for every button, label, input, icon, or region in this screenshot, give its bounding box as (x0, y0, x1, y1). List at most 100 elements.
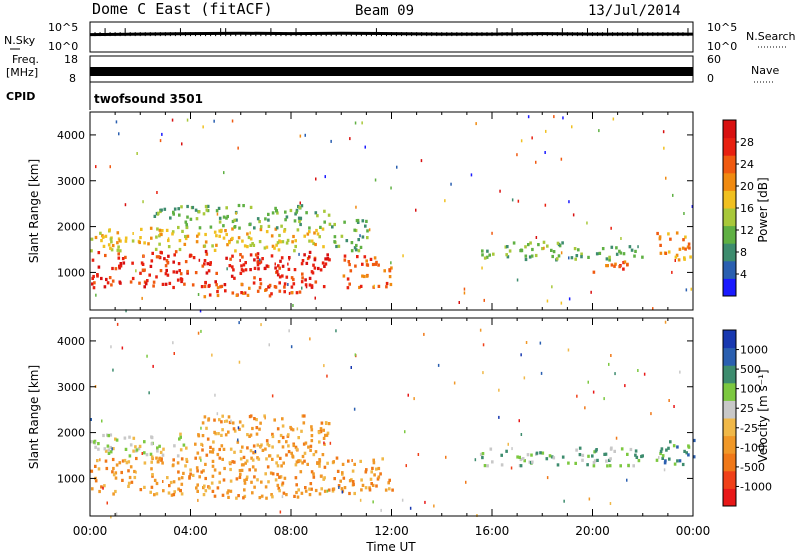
data-cell (267, 285, 270, 289)
colorbar-tick-label: -25 (740, 422, 758, 435)
scatter-cell (200, 329, 202, 333)
scatter-cell (148, 391, 150, 395)
data-cell (150, 435, 153, 439)
data-cell (94, 235, 98, 240)
scatter-cell (482, 371, 484, 375)
data-cell (206, 437, 210, 441)
scatter-cell (691, 205, 694, 208)
data-cell (281, 417, 284, 421)
noise-panel: N.Sky 10^5 10^0 10^5 10^0 N.Search (4, 21, 796, 53)
freq-tick-bottom: 8 (69, 72, 76, 85)
data-cell (363, 255, 367, 259)
data-cell (291, 240, 294, 244)
data-cell (236, 240, 239, 244)
scatter-cell (237, 426, 240, 430)
data-cell (231, 227, 234, 231)
data-cell (186, 204, 189, 209)
data-cell (373, 256, 377, 260)
data-cell (236, 440, 240, 444)
data-cell (221, 457, 224, 461)
data-cell (211, 447, 215, 451)
data-cell (556, 241, 560, 245)
data-cell (557, 254, 561, 258)
data-cell (365, 259, 368, 263)
data-cell (104, 449, 108, 453)
scatter-cell (610, 354, 612, 357)
data-cell (593, 459, 597, 463)
data-cell (222, 478, 226, 482)
scatter-cell (326, 489, 329, 493)
data-cell (280, 224, 283, 228)
data-cell (180, 457, 184, 461)
data-cell (626, 452, 629, 456)
data-cell (107, 434, 110, 438)
data-cell (162, 489, 165, 493)
scatter-cell (200, 458, 202, 462)
data-cell (231, 219, 235, 224)
data-cell (177, 225, 180, 230)
data-cell (176, 278, 180, 282)
data-cell (167, 491, 171, 495)
data-cell (271, 445, 274, 449)
data-cell (229, 257, 232, 261)
data-cell (254, 468, 257, 472)
data-cell (310, 470, 314, 474)
data-cell (215, 271, 218, 275)
data-cell (287, 433, 290, 437)
data-cell (360, 488, 363, 492)
data-cell (108, 228, 111, 232)
data-cell (605, 257, 609, 261)
data-cell (366, 229, 369, 233)
data-cell (234, 249, 237, 253)
data-cell (672, 444, 676, 448)
data-cell (608, 464, 612, 468)
data-cell (172, 458, 175, 462)
scatter-cell (214, 393, 216, 397)
data-cell (551, 254, 554, 259)
data-cell (233, 276, 236, 280)
data-cell (278, 475, 281, 479)
data-cell (211, 459, 215, 463)
scatter-cell (491, 231, 493, 235)
data-cell (221, 414, 224, 418)
scatter-cell (136, 152, 138, 155)
data-cell (141, 262, 145, 266)
data-cell (313, 231, 316, 235)
data-cell (608, 255, 611, 259)
data-cell (239, 449, 243, 453)
data-cell (244, 261, 247, 265)
data-cell (297, 459, 300, 463)
data-cell (375, 260, 378, 264)
data-cell (324, 262, 328, 266)
data-cell (683, 256, 686, 260)
data-cell (688, 246, 691, 250)
data-cell (165, 268, 168, 273)
data-cell (253, 258, 256, 262)
data-cell (268, 454, 271, 458)
scatter-cell (298, 252, 300, 256)
data-cell (180, 205, 183, 209)
scatter-cell (470, 173, 473, 177)
scatter-cell (200, 426, 202, 430)
data-cell (90, 249, 93, 253)
data-cell (274, 478, 278, 482)
data-cell (521, 457, 525, 461)
data-cell (321, 261, 325, 265)
data-cell (180, 279, 183, 284)
data-cell (241, 424, 245, 428)
data-cell (138, 281, 141, 285)
scatter-cell (141, 296, 143, 300)
data-cell (177, 487, 180, 491)
data-cell (172, 493, 176, 497)
x-tick-label: 00:00 (676, 524, 711, 538)
scatter-cell (314, 296, 316, 300)
data-cell (524, 245, 527, 249)
data-cell (356, 255, 359, 259)
data-cell (178, 269, 181, 273)
data-cell (365, 219, 368, 223)
data-cell (204, 240, 208, 244)
data-cell (678, 459, 682, 463)
data-cell (314, 450, 318, 454)
data-cell (215, 234, 218, 238)
velocity-panel: 1000 2000 3000 4000 00:00 04:00 08:00 12:00 16:… (27, 317, 772, 554)
